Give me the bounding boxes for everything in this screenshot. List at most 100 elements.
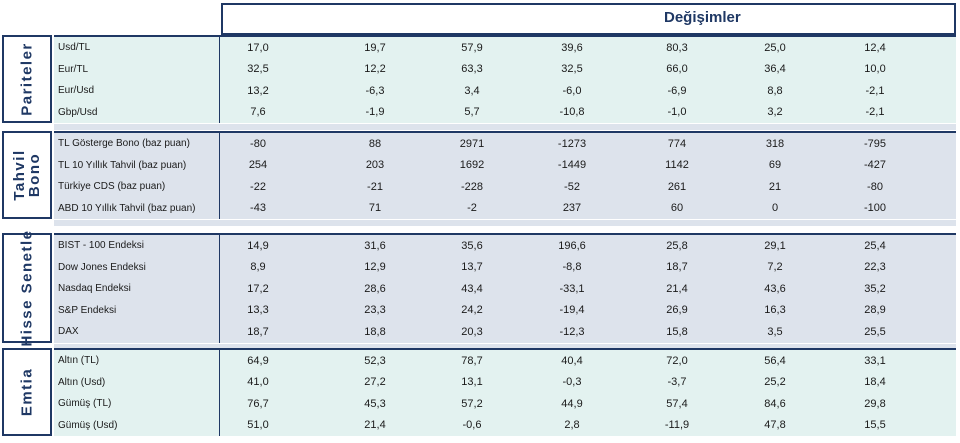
value-cell: 15,8 [666,325,688,338]
value-cell: 18,7 [666,261,688,274]
value-cell: 25,4 [864,239,886,252]
column-divider [219,235,220,257]
value-cell: -2,1 [865,106,885,119]
value-cell: 45,3 [364,397,386,410]
value-cell: -6,3 [365,84,385,97]
value-cell: 13,7 [461,261,483,274]
section-rows: Usd/TL 17,0 19,7 57,9 39,6 80,3 25,0 12,4 Eur/TL… [54,35,956,123]
value-cell: 13,2 [247,84,269,97]
table-row: TL Gösterge Bono (baz puan) -80 88 2971 -127… [54,133,956,155]
section-rows: TL Gösterge Bono (baz puan) -80 88 2971 -127… [54,131,956,219]
row-label: Usd/TL [58,42,91,54]
section-tahvil: Tahvil Bono TL Gösterge Bono (baz puan) -8… [0,131,958,219]
value-cell: 8,8 [767,84,783,97]
section-rows: Altın (TL) 64,9 52,3 78,7 40,4 72,0 56,4 33,1 Al… [54,348,956,436]
section-label: Emtia [18,367,36,417]
table-row: Dow Jones Endeksi 8,9 12,9 13,7 -8,8 18,7 7,2 2… [54,256,956,278]
value-cell: 66,0 [666,63,688,76]
row-label: Türkiye CDS (baz puan) [58,181,166,193]
value-cell: 76,7 [247,397,269,410]
table-row: Gümüş (TL) 76,7 45,3 57,2 44,9 57,4 84,6 29,8 [54,393,956,415]
column-divider [219,278,220,300]
header-box [221,3,956,33]
header-divider [221,33,956,35]
value-cell: 3,2 [767,106,783,119]
table-row: TL 10 Yıllık Tahvil (baz puan) 254 203 1692… [54,154,956,176]
section-emtia: Emtia Altın (TL) 64,9 52,3 78,7 40,4 72,0 56,4 3… [0,348,958,436]
column-divider [219,197,220,219]
value-cell: 40,4 [561,354,583,367]
section-label: Tahvil Bono [11,149,43,201]
section-spacer [54,220,956,226]
value-cell: 17,2 [247,282,269,295]
value-cell: 57,2 [461,397,483,410]
table-row: Türkiye CDS (baz puan) -22 -21 -228 -52 261 21… [54,176,956,198]
value-cell: 237 [562,202,582,215]
value-cell: 72,0 [666,354,688,367]
value-cell: 27,2 [364,376,386,389]
value-cell: 60 [670,202,684,215]
value-cell: -19,4 [559,304,585,317]
value-cell: 21,4 [364,419,386,432]
row-label: Dow Jones Endeksi [58,261,146,273]
value-cell: 71 [368,202,382,215]
value-cell: -10,8 [559,106,585,119]
value-cell: -427 [863,159,887,172]
value-cell: 17,0 [247,41,269,54]
value-cell: 41,0 [247,376,269,389]
value-cell: -12,3 [559,325,585,338]
section-label-box: Pariteler [2,35,52,123]
value-cell: 14,9 [247,239,269,252]
value-cell: 24,2 [461,304,483,317]
column-divider [219,299,220,321]
value-cell: 29,1 [764,239,786,252]
value-cell: 19,7 [364,41,386,54]
value-cell: -795 [863,137,887,150]
value-cell: 57,4 [666,397,688,410]
value-cell: 43,6 [764,282,786,295]
value-cell: 56,4 [764,354,786,367]
table-row: Nasdaq Endeksi 17,2 28,6 43,4 -33,1 21,4 43,6 3… [54,278,956,300]
value-cell: -22 [250,180,266,193]
column-divider [219,256,220,278]
section-label-box: Hisse Senetle [2,229,52,346]
table-row: Eur/TL 32,5 12,2 63,3 32,5 66,0 36,4 10,0 [54,58,956,80]
value-cell: 196,6 [558,239,586,252]
row-label: TL Gösterge Bono (baz puan) [58,138,190,150]
value-cell: 5,7 [464,106,480,119]
section-label-box: Tahvil Bono [2,131,52,219]
value-cell: 52,3 [364,354,386,367]
value-cell: -3,7 [667,376,687,389]
table-row: Altın (TL) 64,9 52,3 78,7 40,4 72,0 56,4 33,1 [54,350,956,372]
table-row: DAX 18,7 18,8 20,3 -12,3 15,8 3,5 25,5 [54,321,956,343]
row-label: Eur/Usd [58,85,95,97]
value-cell: 20,3 [461,325,483,338]
column-divider [219,37,220,59]
value-cell: 28,6 [364,282,386,295]
value-cell: -2,1 [865,84,885,97]
column-divider [219,176,220,198]
value-cell: 25,8 [666,239,688,252]
row-label: Eur/TL [58,63,89,75]
table-row: S&P Endeksi 13,3 23,3 24,2 -19,4 26,9 16,3 28,9 [54,299,956,321]
value-cell: 84,6 [764,397,786,410]
column-divider [219,101,220,123]
value-cell: 39,6 [561,41,583,54]
value-cell: 32,5 [247,63,269,76]
value-cell: 21 [768,180,782,193]
value-cell: 0 [771,202,779,215]
column-divider [219,80,220,102]
value-cell: 22,3 [864,261,886,274]
value-cell: -80 [867,180,883,193]
value-cell: 51,0 [247,419,269,432]
value-cell: 25,2 [764,376,786,389]
row-label: S&P Endeksi [58,304,117,316]
value-cell: -11,9 [664,419,690,432]
value-cell: -1273 [557,137,587,150]
value-cell: -1,0 [667,106,687,119]
value-cell: 32,5 [561,63,583,76]
row-label: Gbp/Usd [58,106,98,118]
table-row: Gbp/Usd 7,6 -1,9 5,7 -10,8 -1,0 3,2 -2,1 [54,101,956,123]
value-cell: 28,9 [864,304,886,317]
row-label: Altın (Usd) [58,376,106,388]
